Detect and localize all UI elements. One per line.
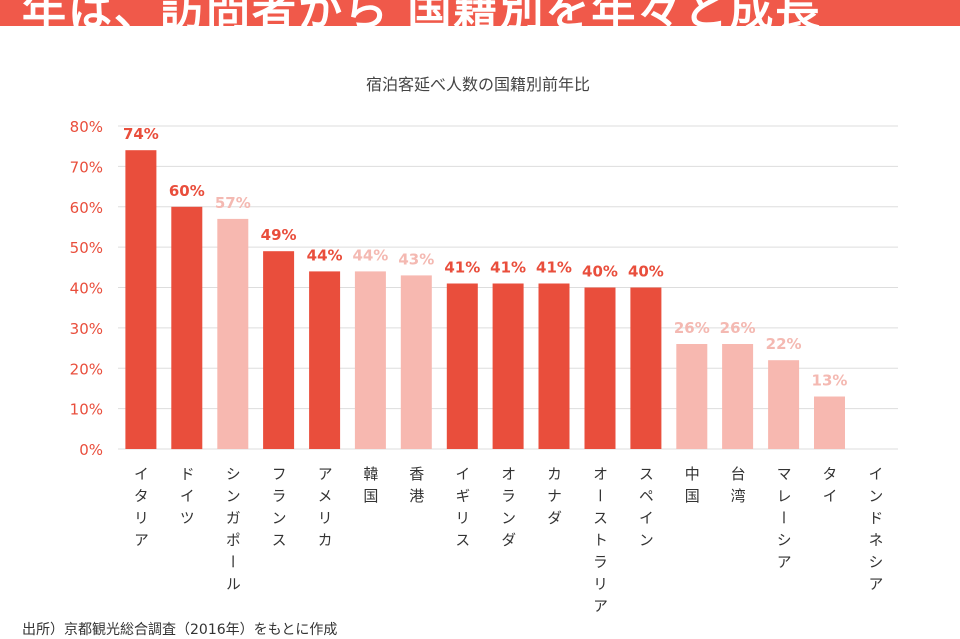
data-label: 22% bbox=[766, 335, 802, 353]
bar bbox=[492, 283, 524, 449]
category-label: イギリス bbox=[453, 466, 471, 554]
data-label: 41% bbox=[490, 259, 526, 277]
bar bbox=[171, 206, 203, 450]
y-tick-label: 20% bbox=[70, 360, 103, 378]
category-label: 台湾 bbox=[729, 466, 747, 510]
header-title: 年は、訪問者から 国籍別を年々と成長 bbox=[22, 0, 822, 26]
bar bbox=[354, 271, 386, 449]
data-label: 43% bbox=[398, 250, 434, 268]
source-note: 出所）京都観光総合調査（2016年）をもとに作成 bbox=[22, 622, 338, 638]
category-label: アメリカ bbox=[316, 466, 334, 554]
category-label: スペイン bbox=[637, 466, 655, 554]
data-label: 40% bbox=[582, 263, 618, 281]
category-label: ドイツ bbox=[178, 466, 196, 532]
data-label: 41% bbox=[536, 259, 572, 277]
data-label: 44% bbox=[352, 246, 388, 264]
category-label: 香港 bbox=[407, 466, 425, 510]
y-tick-label: 10% bbox=[70, 401, 103, 419]
y-tick-label: 50% bbox=[70, 239, 103, 257]
data-label: 44% bbox=[307, 246, 343, 264]
data-label: 60% bbox=[169, 182, 205, 200]
y-tick-label: 40% bbox=[70, 280, 103, 298]
bar bbox=[217, 218, 249, 449]
data-label: 26% bbox=[720, 319, 756, 337]
category-label: カナダ bbox=[545, 466, 563, 532]
category-label: シンガポール bbox=[224, 466, 242, 598]
category-label: 韓国 bbox=[361, 466, 379, 510]
bar bbox=[263, 251, 295, 449]
category-label: マレーシア bbox=[775, 466, 793, 576]
bar bbox=[125, 150, 157, 449]
data-label: 49% bbox=[261, 226, 297, 244]
y-tick-label: 30% bbox=[70, 320, 103, 338]
category-label: オーストラリア bbox=[591, 466, 609, 620]
bar bbox=[584, 287, 616, 449]
data-label: 13% bbox=[812, 372, 848, 390]
bar bbox=[676, 344, 708, 449]
data-label: 26% bbox=[674, 319, 710, 337]
data-label: 57% bbox=[215, 194, 251, 212]
bar bbox=[400, 275, 432, 449]
category-label: タイ bbox=[821, 466, 839, 510]
bar bbox=[309, 271, 341, 449]
category-label: フランス bbox=[270, 466, 288, 554]
bar bbox=[722, 344, 754, 449]
bar bbox=[768, 360, 800, 449]
bar bbox=[814, 396, 845, 449]
chart-title: 宿泊客延べ人数の国籍別前年比 bbox=[366, 75, 590, 94]
header-banner: 年は、訪問者から 国籍別を年々と成長 bbox=[0, 0, 960, 26]
data-label: 41% bbox=[444, 259, 480, 277]
bar bbox=[538, 283, 570, 449]
bar bbox=[446, 283, 478, 449]
data-label: 40% bbox=[628, 263, 664, 281]
y-tick-label: 80% bbox=[70, 118, 103, 136]
y-tick-label: 60% bbox=[70, 199, 103, 217]
y-tick-label: 0% bbox=[79, 441, 103, 459]
y-tick-label: 70% bbox=[70, 158, 103, 176]
category-label: インドネシア bbox=[866, 466, 884, 598]
data-label: 74% bbox=[123, 125, 159, 143]
bar bbox=[630, 287, 662, 449]
category-label: イタリア bbox=[132, 466, 150, 554]
category-label: 中国 bbox=[683, 466, 701, 510]
category-label: オランダ bbox=[499, 466, 517, 554]
